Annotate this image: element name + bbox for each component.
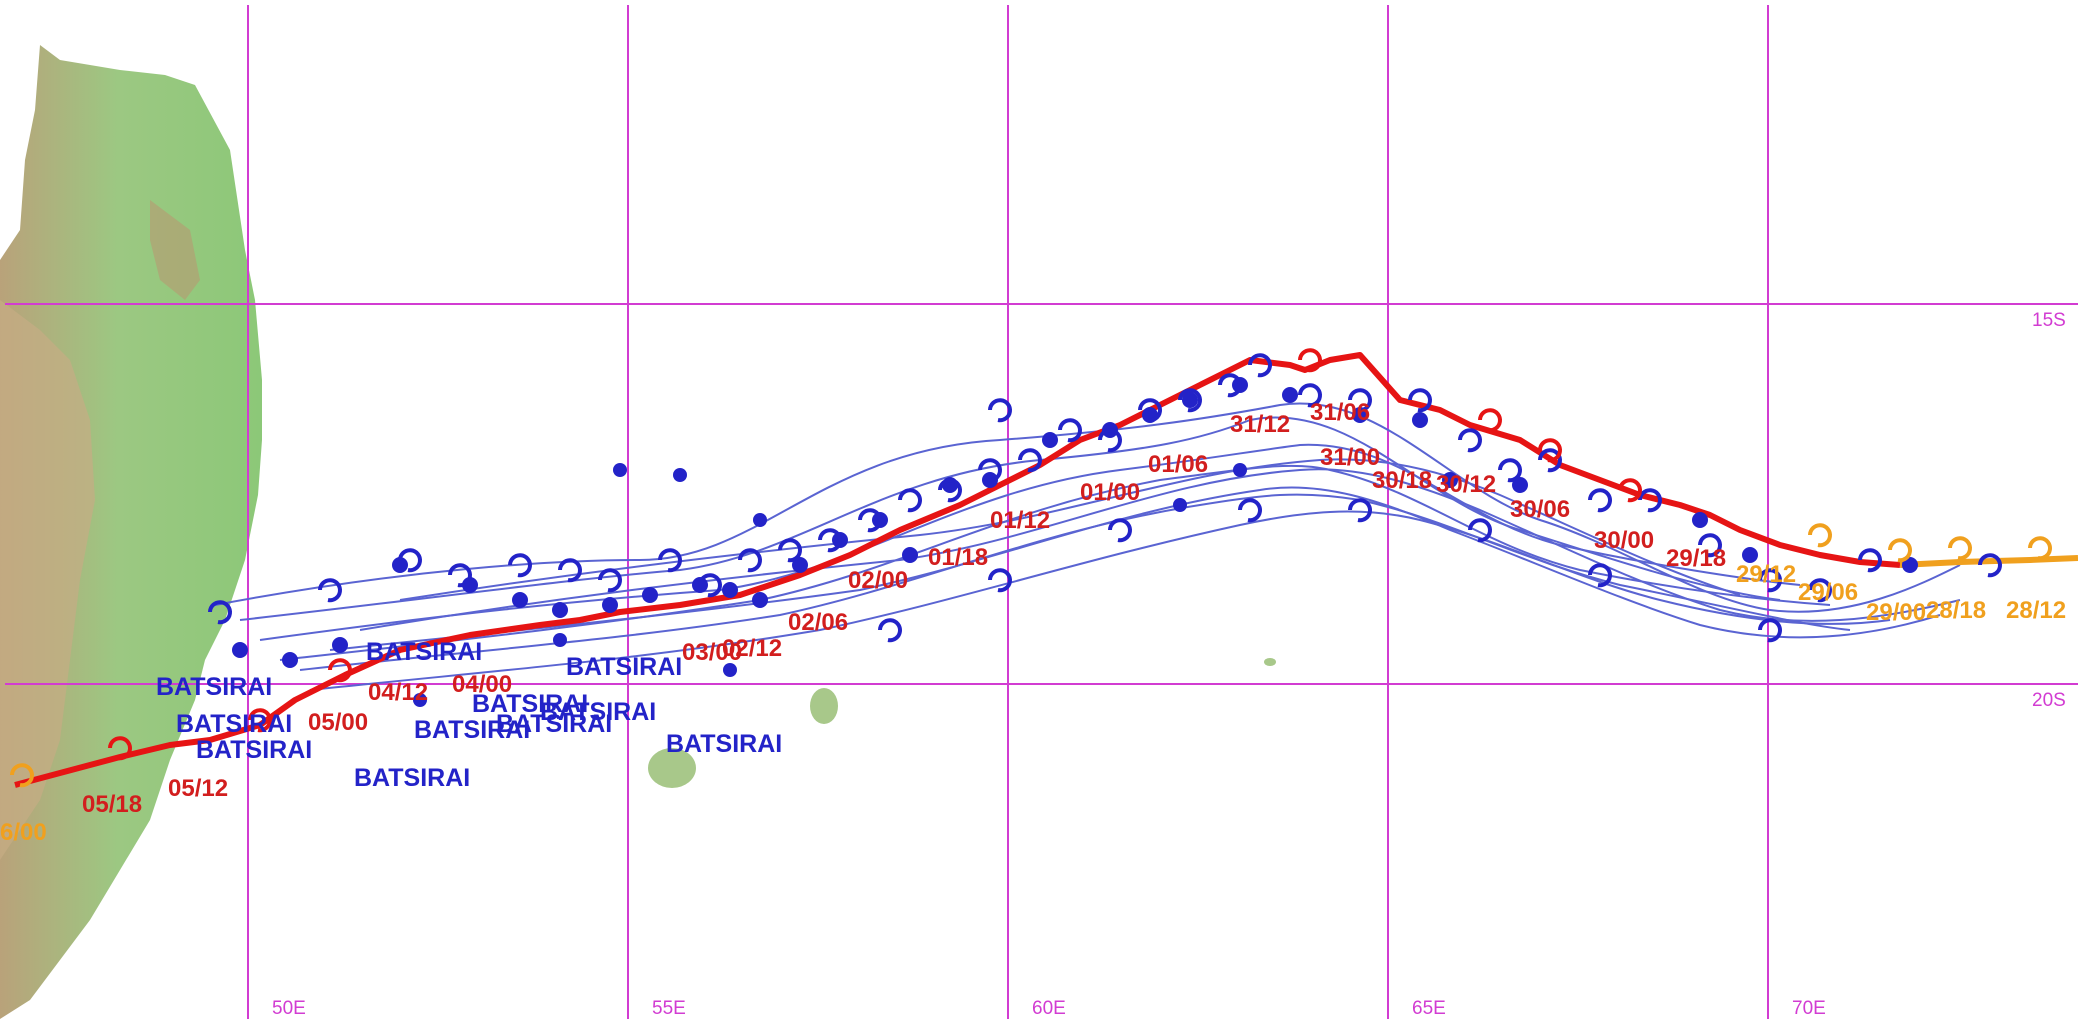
storm-name-label: BATSIRAI (496, 710, 612, 738)
storm-name-label: BATSIRAI (666, 730, 782, 758)
lat-label-15s: 15S (2032, 310, 2066, 331)
fc-label: 29/06 (1798, 579, 1858, 606)
madagascar-landmass (0, 45, 262, 1019)
lon-label-70e: 70E (1792, 998, 1826, 1019)
observed-cyclone-symbols (108, 348, 1642, 761)
lon-label-50e: 50E (272, 998, 306, 1019)
storm-name-label: BATSIRAI (540, 698, 656, 726)
storm-name-label: BATSIRAI (366, 638, 482, 666)
lat-lon-grid (5, 5, 2078, 1019)
observed-track-labels: 05/12 05/18 05/00 04/12 04/00 03/00 02/1… (82, 399, 1726, 818)
lat-label-20s: 20S (2032, 690, 2066, 711)
obs-label: 01/18 (928, 544, 988, 571)
obs-label: 30/00 (1594, 527, 1654, 554)
obs-label: 01/12 (990, 507, 1050, 534)
obs-label: 31/00 (1320, 444, 1380, 471)
observed-track-line (14, 352, 1901, 788)
obs-label: 01/00 (1080, 479, 1140, 506)
obs-label: 04/12 (368, 679, 428, 706)
storm-name-label: BATSIRAI (176, 710, 292, 738)
madagascar-north-highlands (150, 200, 200, 300)
obs-label: 30/18 (1372, 467, 1432, 494)
obs-label: 31/12 (1230, 411, 1290, 438)
obs-label: 04/00 (452, 671, 512, 698)
obs-label: 02/00 (848, 567, 908, 594)
forecast-track-labels: 6/00 29/12 29/06 29/00 28/18 28/12 (0, 561, 2066, 846)
obs-label: 31/06 (1310, 399, 1370, 426)
fc-label: 29/12 (1736, 561, 1796, 588)
lon-label-55e: 55E (652, 998, 686, 1019)
lon-label-65e: 65E (1412, 998, 1446, 1019)
fc-label: 6/00 (0, 819, 47, 846)
obs-label: 05/00 (308, 709, 368, 736)
ensemble-name-labels: BATSIRAI BATSIRAI BATSIRAI BATSIRAI BATS… (156, 638, 782, 792)
forecast-cyclone-symbols (10, 523, 2052, 788)
obs-label: 30/12 (1436, 471, 1496, 498)
ensemble-forecast-tracks (214, 402, 1961, 691)
rodrigues-island (1264, 658, 1276, 666)
grid-labels: 50E 55E 60E 65E 70E 15S 20S (272, 310, 2066, 1019)
forecast-track-line (1899, 555, 2078, 568)
ensemble-cyclone-symbols (208, 353, 2002, 643)
storm-name-label: BATSIRAI (566, 653, 682, 681)
obs-label: 01/06 (1148, 451, 1208, 478)
fc-label: 29/00 (1866, 599, 1926, 626)
mauritius-island (810, 688, 838, 724)
obs-label: 30/06 (1510, 496, 1570, 523)
madagascar-highlands (0, 300, 95, 860)
ensemble-position-dots (232, 377, 1918, 707)
fc-label: 28/12 (2006, 597, 2066, 624)
lon-label-60e: 60E (1032, 998, 1066, 1019)
storm-name-label: BATSIRAI (354, 764, 470, 792)
fc-label: 28/18 (1926, 597, 1986, 624)
obs-label: 29/18 (1666, 545, 1726, 572)
storm-name-label: BATSIRAI (156, 673, 272, 701)
obs-label: 02/06 (788, 609, 848, 636)
obs-label: 05/18 (82, 791, 142, 818)
storm-name-label: BATSIRAI (196, 736, 312, 764)
storm-name-label: BATSIRAI (414, 716, 530, 744)
obs-label: 02/12 (722, 635, 782, 662)
land-layer (0, 45, 1276, 1019)
reunion-island (648, 748, 696, 788)
storm-name-label: BATSIRAI (472, 690, 588, 718)
obs-label: 05/12 (168, 775, 228, 802)
obs-label: 03/00 (682, 639, 742, 666)
